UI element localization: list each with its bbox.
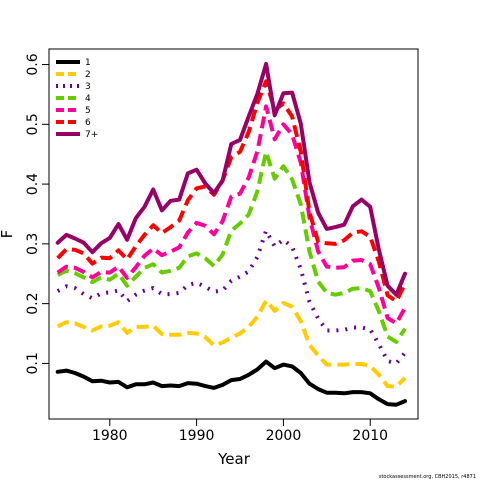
y-tick-label: 0.1 (25, 352, 41, 374)
series-line-6 (56, 79, 407, 304)
y-tick-label: 0.6 (25, 53, 41, 75)
series-line-7plus (55, 61, 407, 297)
x-axis-title: Year (217, 450, 251, 468)
series-line-3 (56, 228, 407, 366)
x-axis: 1980 1990 2000 2010 (92, 419, 388, 444)
x-tick-label: 1980 (92, 428, 128, 444)
legend-label: 1 (85, 58, 91, 68)
legend-label: 5 (85, 106, 91, 116)
series-line-2 (56, 298, 407, 389)
x-tick-label: 2000 (266, 428, 302, 444)
series-line-1 (55, 359, 407, 407)
y-tick-label: 0.3 (25, 233, 41, 255)
legend: 1 2 3 4 5 6 7+ (56, 58, 98, 140)
y-tick-label: 0.4 (25, 173, 41, 195)
legend-label: 2 (85, 70, 91, 80)
legend-label: 4 (85, 94, 91, 104)
y-tick-label: 0.5 (25, 113, 41, 135)
x-tick-label: 1990 (179, 428, 215, 444)
legend-label: 7+ (85, 130, 98, 140)
plot-frame (48, 48, 419, 420)
series-line-4 (56, 149, 407, 344)
y-tick-label: 0.2 (25, 293, 41, 315)
credit-text: stockassessment.org, CBH2015, r4871 (379, 474, 476, 480)
x-tick-label: 2010 (352, 428, 388, 444)
series-line-5 (56, 104, 407, 326)
y-axis: 0.1 0.2 0.3 0.4 0.5 0.6 (25, 53, 49, 375)
legend-label: 6 (85, 118, 91, 128)
legend-label: 3 (85, 82, 91, 92)
y-axis-title: F (0, 230, 16, 239)
series-layer (55, 61, 407, 407)
